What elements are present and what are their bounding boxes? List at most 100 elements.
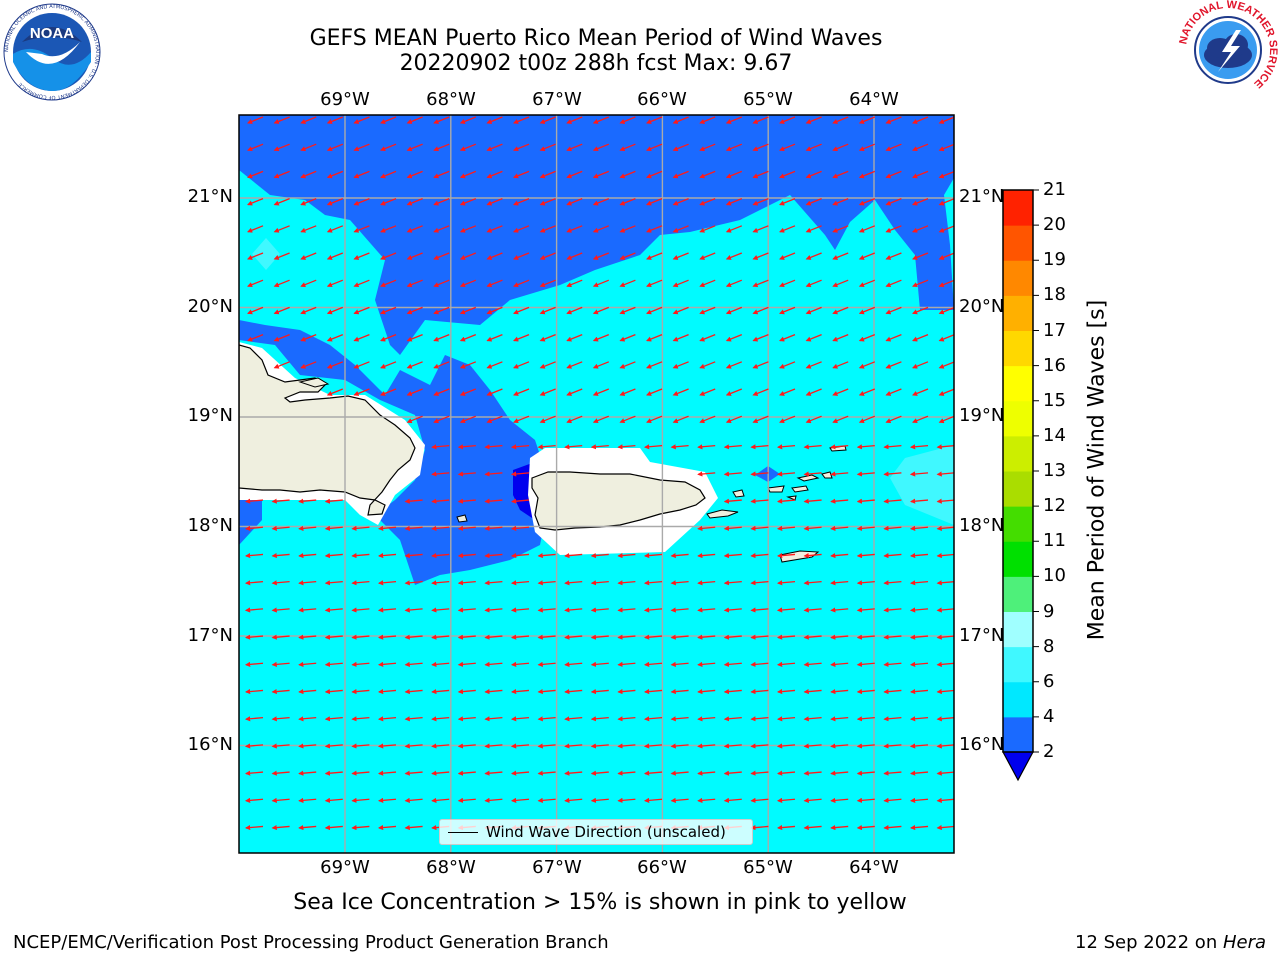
wave-direction-arrow — [564, 743, 583, 749]
wave-direction-arrow — [459, 388, 477, 396]
wave-direction-arrow — [406, 225, 423, 233]
colorbar-tick-label: 8 — [1043, 635, 1055, 657]
wave-direction-arrow — [298, 716, 317, 722]
wave-direction-arrow — [377, 607, 397, 613]
land-tortuga — [298, 377, 330, 388]
wave-direction-arrow — [510, 634, 530, 640]
lat-label-right-21n: 21°N — [959, 186, 1005, 207]
wave-direction-arrow — [273, 279, 290, 288]
wave-direction-arrow — [513, 388, 530, 396]
wave-direction-arrow — [510, 552, 530, 559]
wave-direction-arrow — [646, 252, 663, 260]
wave-direction-arrow — [646, 388, 663, 396]
wave-direction-arrow — [377, 661, 397, 667]
wave-direction-arrow — [298, 797, 317, 803]
wave-direction-arrow — [404, 743, 423, 749]
wave-direction-arrow — [404, 580, 423, 586]
wave-direction-arrow — [566, 333, 583, 342]
wave-direction-arrow — [856, 444, 875, 450]
wave-direction-arrow — [643, 661, 663, 667]
colorbar-tick-label: 20 — [1043, 214, 1066, 236]
wave-direction-arrow — [699, 170, 716, 179]
wave-direction-arrow — [324, 661, 343, 667]
wave-direction-arrow — [697, 797, 716, 803]
wave-direction-arrow — [856, 688, 875, 695]
wave-direction-arrow — [326, 306, 344, 315]
wave-direction-arrow — [672, 170, 689, 179]
wave-direction-arrow — [380, 333, 397, 342]
wave-direction-arrow — [909, 797, 929, 803]
wave-direction-arrow — [433, 170, 450, 179]
wave-direction-arrow — [431, 471, 450, 477]
wave-direction-arrow — [592, 143, 610, 152]
wave-direction-arrow — [404, 661, 423, 667]
wave-direction-arrow — [832, 388, 849, 396]
wave-direction-arrow — [484, 716, 503, 722]
wave-direction-arrow — [805, 306, 822, 315]
wave-direction-arrow — [300, 252, 317, 260]
wave-direction-arrow — [351, 634, 370, 640]
wave-direction-arrow — [830, 552, 849, 559]
wave-direction-arrow — [750, 580, 769, 586]
wave-direction-arrow — [912, 170, 929, 179]
wave-direction-arrow — [617, 743, 636, 749]
wave-direction-arrow — [617, 716, 636, 722]
lat-label-left-16n: 16°N — [187, 734, 233, 755]
colorbar-tick-label: 15 — [1043, 389, 1066, 411]
wave-direction-arrow — [805, 252, 822, 260]
wave-direction-arrow — [484, 525, 503, 531]
wave-direction-arrow — [592, 116, 610, 124]
wave-direction-arrow — [486, 116, 503, 124]
colorbar-tick-label: 12 — [1043, 495, 1066, 517]
wave-direction-arrow — [510, 743, 530, 749]
chart-title: GEFS MEAN Puerto Rico Mean Period of Win… — [0, 26, 1192, 76]
wave-direction-arrow — [617, 634, 636, 640]
wave-direction-arrow — [324, 525, 343, 531]
wave-direction-arrow — [670, 770, 689, 776]
wave-direction-arrow — [564, 552, 583, 559]
wave-direction-arrow — [752, 143, 769, 152]
wave-direction-arrow — [752, 333, 769, 342]
wave-direction-arrow — [431, 525, 450, 531]
colorbar-segment — [1003, 225, 1033, 261]
wave-direction-arrow — [592, 252, 610, 260]
wave-direction-arrow — [776, 498, 796, 504]
wave-direction-arrow — [670, 797, 689, 803]
wave-direction-arrow — [298, 498, 317, 504]
wave-direction-arrow — [617, 444, 636, 450]
colorbar-segment — [1003, 541, 1033, 577]
wave-direction-arrow — [697, 580, 716, 586]
wave-direction-arrow — [300, 116, 317, 124]
wave-direction-arrow — [725, 170, 743, 179]
wave-direction-arrow — [377, 824, 397, 831]
wave-direction-arrow — [776, 471, 796, 477]
wave-direction-arrow — [353, 279, 370, 288]
wave-direction-arrow — [858, 333, 876, 342]
wave-direction-arrow — [805, 170, 822, 179]
wave-direction-arrow — [271, 824, 290, 831]
colorbar-segment — [1003, 681, 1033, 718]
wave-direction-arrow — [431, 743, 450, 749]
wave-direction-arrow — [936, 824, 954, 831]
wave-direction-arrow — [832, 361, 849, 369]
wave-direction-arrow — [617, 552, 636, 559]
wave-direction-arrow — [590, 716, 609, 722]
wave-direction-arrow — [592, 279, 610, 288]
ocean-field-mid-northwest — [252, 238, 280, 270]
wave-direction-arrow — [486, 361, 503, 369]
wave-direction-arrow — [380, 116, 397, 124]
wave-direction-arrow — [406, 252, 423, 260]
wave-direction-arrow — [779, 197, 796, 206]
wave-direction-arrow — [244, 525, 264, 531]
wave-direction-arrow — [697, 688, 716, 695]
wave-direction-arrow — [750, 525, 769, 531]
wave-direction-arrow — [510, 688, 530, 695]
wave-direction-arrow — [377, 634, 397, 640]
wave-direction-arrow — [537, 797, 556, 803]
wave-direction-arrow — [909, 716, 929, 722]
wave-direction-arrow — [619, 170, 636, 179]
footer-machine: Hera — [1222, 932, 1266, 953]
wave-direction-arrow — [856, 634, 875, 640]
wave-direction-arrow — [510, 525, 530, 531]
wave-direction-arrow — [271, 552, 290, 559]
